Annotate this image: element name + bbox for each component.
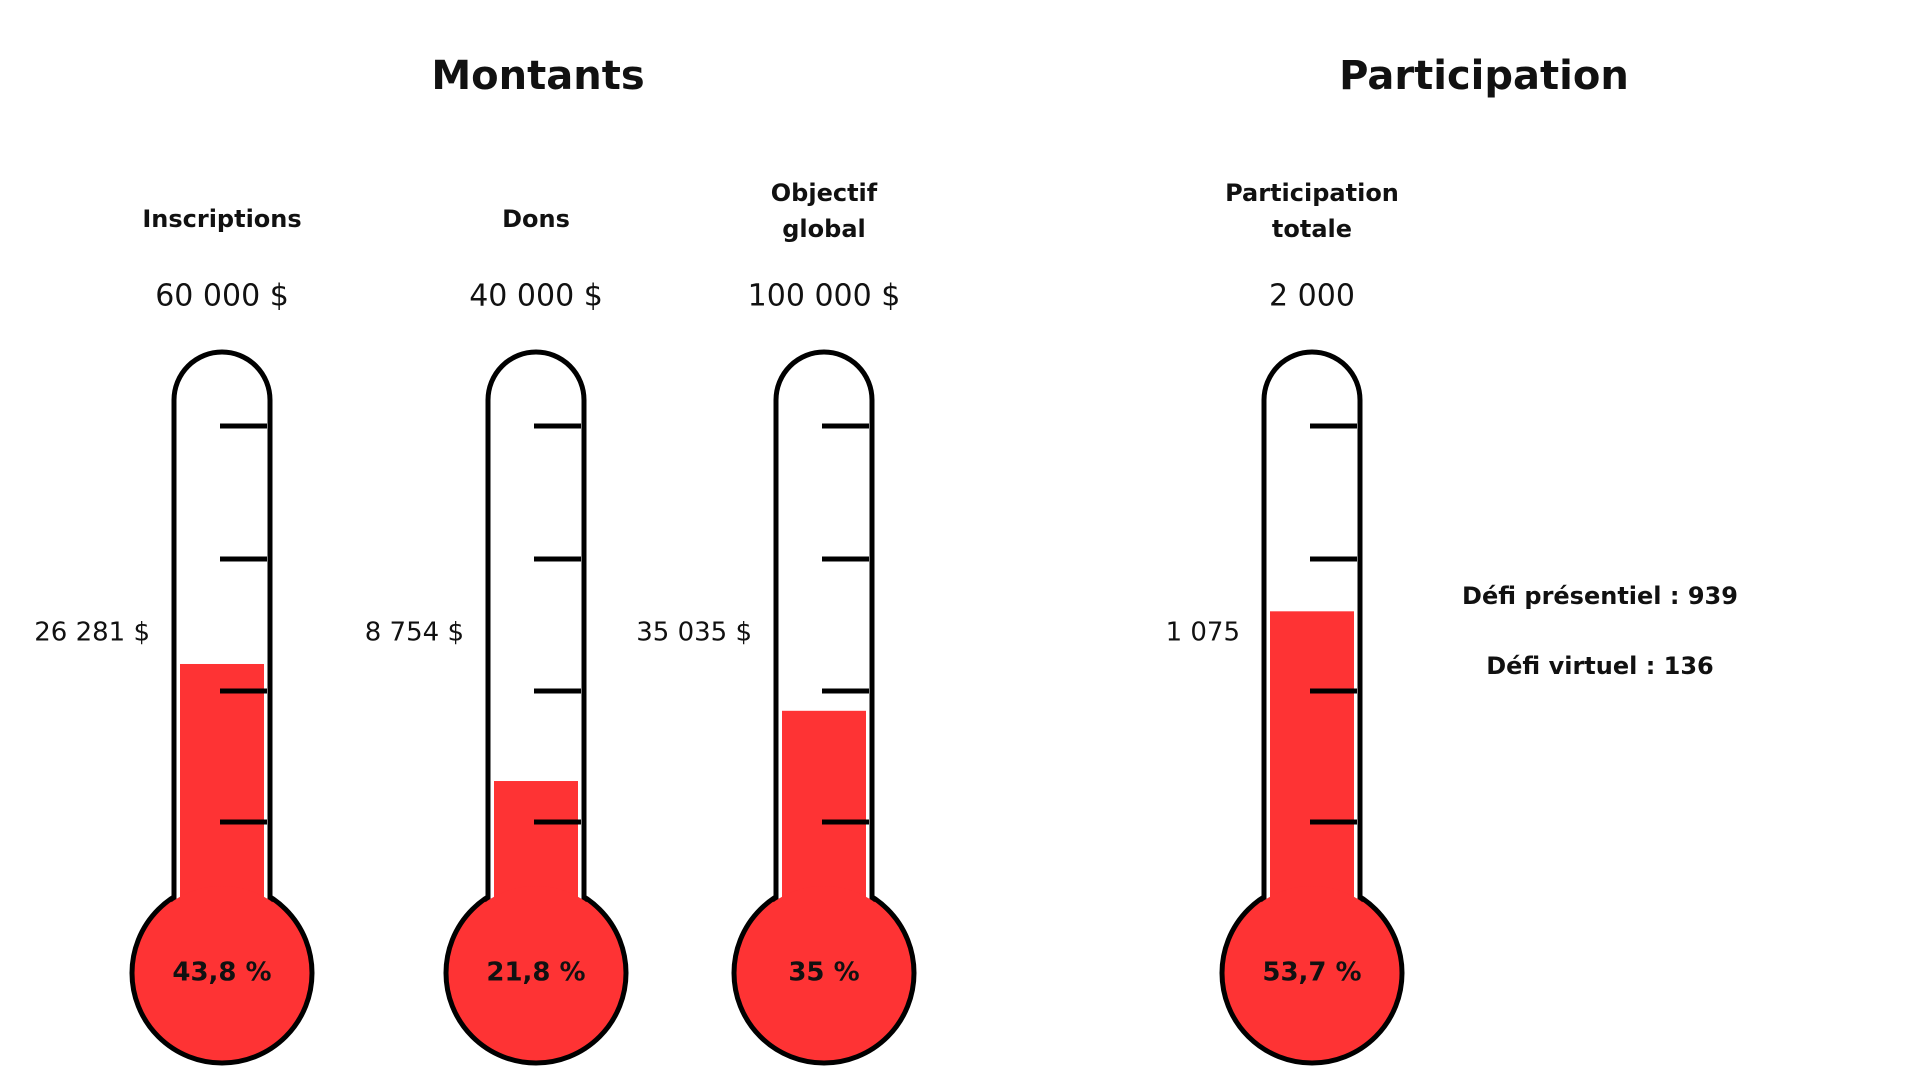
percent-label: 43,8 % — [172, 958, 271, 988]
current-value: 35 035 $ — [636, 618, 752, 648]
thermometer-label: Objectif global — [771, 179, 878, 243]
section-title: Montants — [431, 53, 644, 99]
goal-value: 40 000 $ — [469, 279, 603, 314]
percent-label: 21,8 % — [486, 958, 585, 988]
current-value: 26 281 $ — [34, 618, 150, 648]
section-title: Participation — [1339, 53, 1629, 99]
goal-value: 2 000 — [1269, 279, 1355, 314]
bulb-inner — [135, 886, 309, 1060]
goal-value: 100 000 $ — [748, 279, 901, 314]
note: Défi virtuel : 136 — [1486, 652, 1714, 680]
bulb-inner — [449, 886, 623, 1060]
percent-label: 35 % — [788, 958, 859, 988]
percent-label: 53,7 % — [1262, 958, 1361, 988]
current-value: 8 754 $ — [365, 618, 464, 648]
thermometer-label: Inscriptions — [142, 205, 301, 233]
thermometer-label: Participation totale — [1225, 179, 1399, 243]
goal-value: 60 000 $ — [155, 279, 289, 314]
bulb-inner — [1225, 886, 1399, 1060]
note: Défi présentiel : 939 — [1462, 582, 1738, 610]
current-value: 1 075 — [1166, 618, 1240, 648]
thermometer-label: Dons — [502, 205, 570, 233]
bulb-inner — [737, 886, 911, 1060]
